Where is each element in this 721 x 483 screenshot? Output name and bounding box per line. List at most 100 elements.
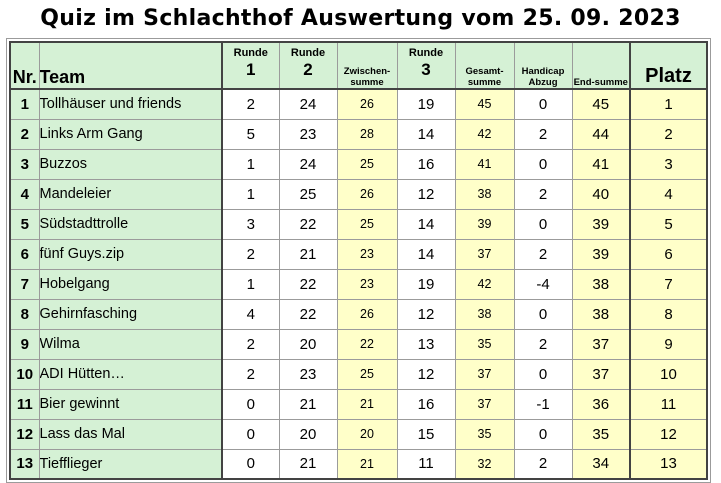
cell-team: Bier gewinnt [38,388,223,420]
cell-gesamtsumme: 32 [454,448,515,480]
cell-zwischensumme: 28 [336,118,398,150]
cell-gesamtsumme: 37 [454,358,515,390]
cell-team: Tollhäuser und friends [38,88,223,120]
cell-handicap-abzug: -4 [513,268,573,300]
cell-team: Buzzos [38,148,223,180]
header-row: Nr. Team Runde 1 Runde 2 Zwischen- summe… [9,41,708,90]
cell-runde-2: 20 [278,328,338,360]
cell-endsumme: 40 [571,178,631,210]
table-row: 5 Südstadttrolle 3 22 25 14 39 0 39 5 [9,208,708,240]
cell-runde-1: 0 [221,418,280,450]
cell-nr: 2 [9,118,40,150]
cell-zwischensumme: 25 [336,208,398,240]
header-runde-2-num: 2 [303,60,313,79]
cell-handicap-abzug: 0 [513,358,573,390]
cell-nr: 9 [9,328,40,360]
cell-runde-1: 5 [221,118,280,150]
cell-nr: 1 [9,88,40,120]
cell-team: Wilma [38,328,223,360]
header-endsumme: End-summe [571,41,631,90]
page-title: Quiz im Schlachthof Auswertung vom 25. 0… [40,6,681,31]
cell-platz: 8 [629,298,708,330]
cell-handicap-abzug: 2 [513,328,573,360]
cell-runde-3: 13 [396,328,456,360]
cell-endsumme: 37 [571,358,631,390]
cell-handicap-abzug: 2 [513,238,573,270]
cell-platz: 6 [629,238,708,270]
cell-platz: 11 [629,388,708,420]
cell-handicap-abzug: 0 [513,148,573,180]
header-runde-1-word: Runde [233,47,268,59]
cell-endsumme: 45 [571,88,631,120]
header-platz: Platz [629,41,708,90]
cell-endsumme: 35 [571,418,631,450]
cell-runde-3: 11 [396,448,456,480]
cell-handicap-abzug: 0 [513,88,573,120]
cell-endsumme: 41 [571,148,631,180]
cell-runde-2: 22 [278,298,338,330]
cell-platz: 5 [629,208,708,240]
cell-team: Gehirnfasching [38,298,223,330]
table-row: 2 Links Arm Gang 5 23 28 14 42 2 44 2 [9,118,708,150]
cell-team: Links Arm Gang [38,118,223,150]
cell-team: Mandeleier [38,178,223,210]
cell-team: Tiefflieger [38,448,223,480]
cell-runde-1: 1 [221,148,280,180]
cell-runde-2: 24 [278,88,338,120]
header-runde-2: Runde 2 [278,41,338,90]
cell-runde-2: 21 [278,238,338,270]
cell-endsumme: 34 [571,448,631,480]
table-header: Nr. Team Runde 1 Runde 2 Zwischen- summe… [9,41,708,90]
cell-zwischensumme: 26 [336,178,398,210]
cell-runde-1: 4 [221,298,280,330]
cell-zwischensumme: 23 [336,268,398,300]
cell-runde-2: 21 [278,388,338,420]
header-handicap-line2: Abzug [528,77,558,88]
cell-runde-1: 1 [221,268,280,300]
cell-platz: 7 [629,268,708,300]
cell-runde-3: 16 [396,388,456,420]
cell-gesamtsumme: 42 [454,268,515,300]
table-row: 4 Mandeleier 1 25 26 12 38 2 40 4 [9,178,708,210]
cell-nr: 12 [9,418,40,450]
cell-runde-2: 21 [278,448,338,480]
cell-endsumme: 37 [571,328,631,360]
cell-runde-2: 25 [278,178,338,210]
cell-handicap-abzug: 0 [513,298,573,330]
cell-runde-1: 0 [221,448,280,480]
cell-runde-3: 12 [396,178,456,210]
cell-team: ADI Hütten… [38,358,223,390]
header-gesamtsumme-line2: summe [467,77,502,88]
cell-runde-3: 19 [396,268,456,300]
cell-platz: 1 [629,88,708,120]
cell-nr: 10 [9,358,40,390]
table-row: 3 Buzzos 1 24 25 16 41 0 41 3 [9,148,708,180]
cell-runde-3: 15 [396,418,456,450]
cell-platz: 13 [629,448,708,480]
cell-platz: 3 [629,148,708,180]
header-endsumme-line: End-summe [573,77,628,88]
header-runde-1: Runde 1 [221,41,280,90]
table-row: 7 Hobelgang 1 22 23 19 42 -4 38 7 [9,268,708,300]
cell-gesamtsumme: 35 [454,418,515,450]
cell-team: fünf Guys.zip [38,238,223,270]
table-row: 8 Gehirnfasching 4 22 26 12 38 0 38 8 [9,298,708,330]
cell-runde-3: 12 [396,358,456,390]
cell-zwischensumme: 21 [336,388,398,420]
cell-runde-1: 3 [221,208,280,240]
table-row: 11 Bier gewinnt 0 21 21 16 37 -1 36 11 [9,388,708,420]
cell-endsumme: 44 [571,118,631,150]
cell-runde-2: 22 [278,268,338,300]
cell-runde-1: 2 [221,358,280,390]
cell-runde-2: 23 [278,358,338,390]
header-team: Team [38,41,223,90]
cell-nr: 6 [9,238,40,270]
results-table-frame: Nr. Team Runde 1 Runde 2 Zwischen- summe… [6,38,711,483]
header-nr: Nr. [9,41,40,90]
cell-gesamtsumme: 39 [454,208,515,240]
cell-platz: 9 [629,328,708,360]
table-row: 9 Wilma 2 20 22 13 35 2 37 9 [9,328,708,360]
header-runde-2-word: Runde [290,47,326,59]
cell-endsumme: 39 [571,238,631,270]
header-runde-3: Runde 3 [396,41,456,90]
